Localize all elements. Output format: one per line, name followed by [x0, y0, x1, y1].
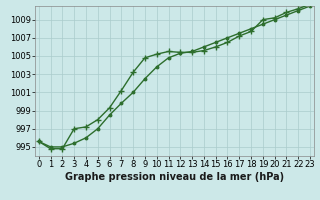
X-axis label: Graphe pression niveau de la mer (hPa): Graphe pression niveau de la mer (hPa)	[65, 172, 284, 182]
